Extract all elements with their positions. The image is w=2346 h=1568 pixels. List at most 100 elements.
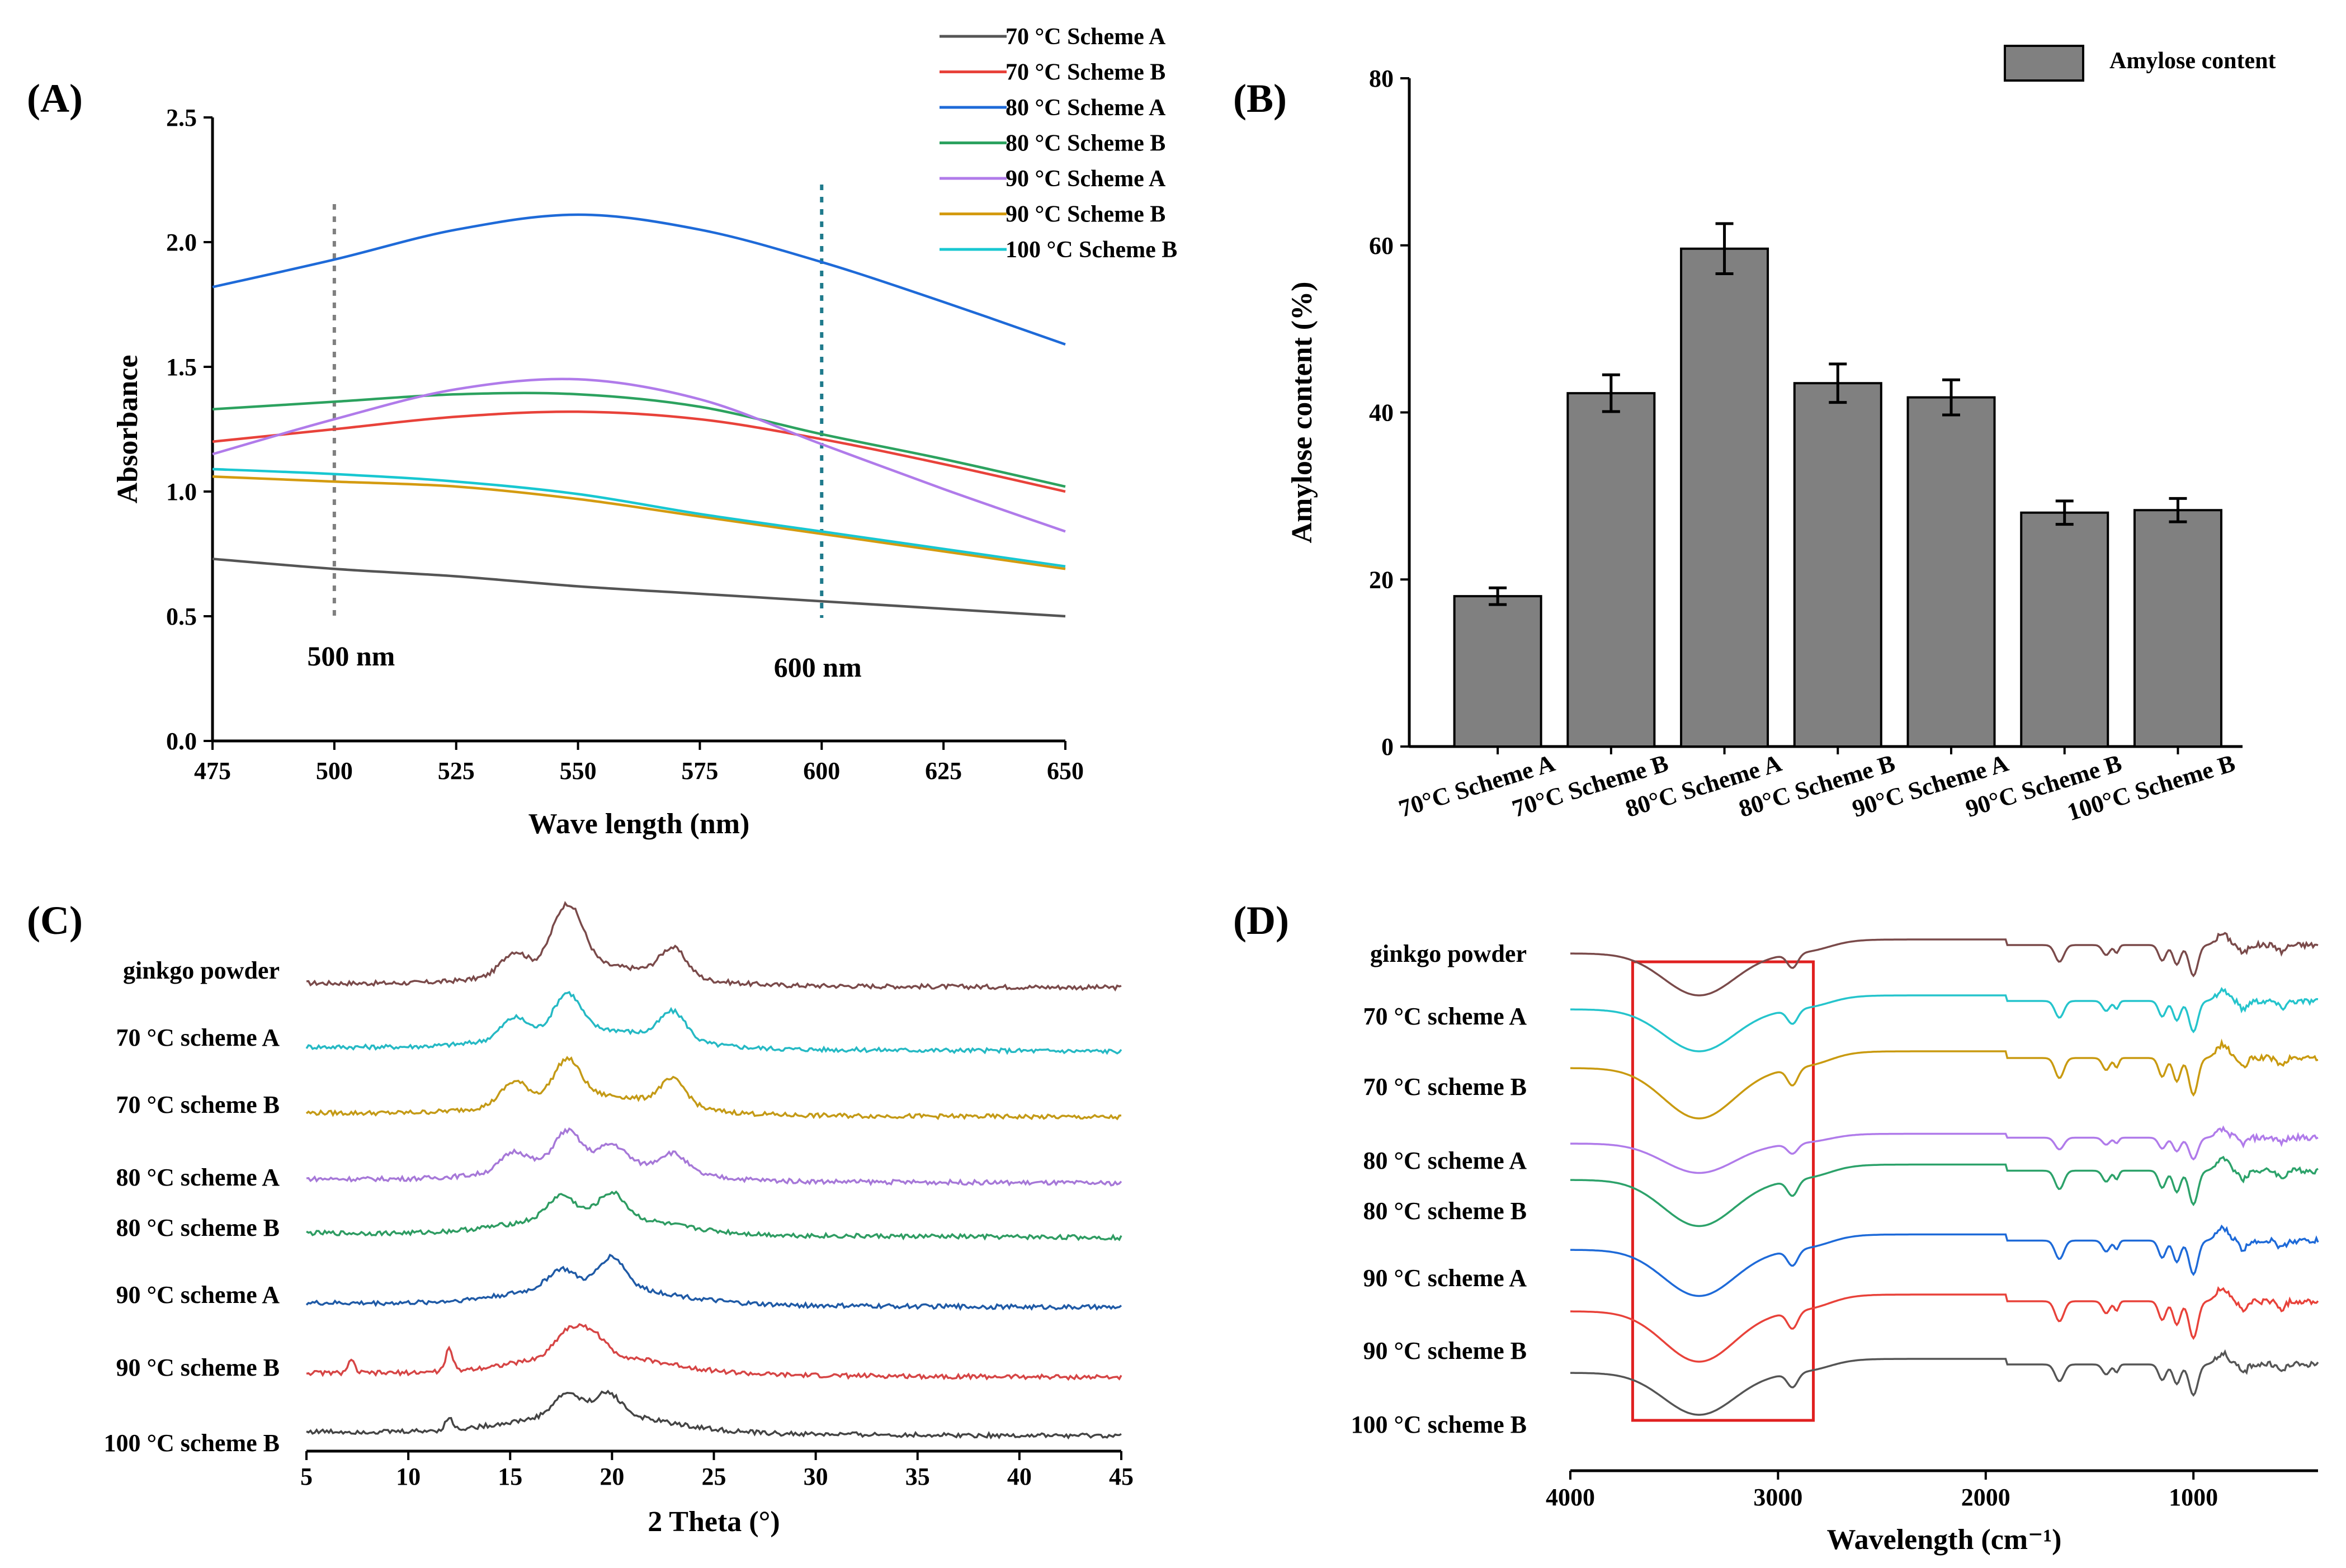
pattern-label: 70 °C scheme B	[116, 1091, 280, 1118]
panel-a-absorbance-chart: 475 500 525 550 575 600 625 650 0.0 0.5 1.0 1.5 2.0 2…	[112, 24, 1177, 840]
series-line-4	[212, 377, 1066, 533]
bar-5	[2020, 511, 2109, 748]
y-tick-label: 0.5	[166, 603, 197, 630]
bar-1	[1566, 392, 1656, 748]
spectrum-label: 90 °C scheme A	[1363, 1264, 1527, 1292]
spectrum-label: 70 °C scheme A	[1363, 1003, 1527, 1030]
legend-label: 80 °C Scheme A	[1006, 95, 1166, 121]
pattern-label: 90 °C scheme B	[116, 1354, 280, 1381]
y-tick-label: 1.0	[166, 478, 197, 506]
panel-label-d: (D)	[1233, 898, 1289, 943]
legend-label: Amylose content	[2109, 48, 2276, 74]
ftir-spectrum-6	[1570, 1286, 2319, 1363]
bar-4	[1906, 396, 1996, 748]
legend-label: 70 °C Scheme A	[1006, 24, 1166, 50]
xrd-pattern-6	[306, 1323, 1122, 1381]
xrd-pattern-7	[306, 1389, 1122, 1440]
xrd-pattern-5	[305, 1253, 1122, 1311]
x-tick-label: 10	[396, 1463, 421, 1490]
y-tick-label: 0	[1381, 733, 1394, 761]
legend-label: 90 °C Scheme B	[1006, 202, 1165, 228]
ftir-spectrum-1	[1570, 986, 2319, 1052]
x-axis-title: 2 Theta (°)	[648, 1506, 780, 1538]
x-tick-label: 475	[194, 757, 231, 785]
ftir-spectrum-7	[1570, 1349, 2319, 1416]
ftir-spectrum-5	[1570, 1224, 2319, 1297]
x-tick-label: 5	[300, 1463, 313, 1490]
x-tick-label: 650	[1047, 757, 1084, 785]
series-line-2	[212, 213, 1066, 346]
y-axis-title: Absorbance	[112, 355, 144, 504]
ftir-spectrum-0	[1570, 932, 2319, 996]
highlight-box	[1631, 960, 1815, 1422]
panel-label-a: (A)	[27, 76, 83, 121]
pattern-label: ginkgo powder	[123, 957, 280, 984]
spectrum-label: 70 °C scheme B	[1363, 1073, 1527, 1101]
pattern-label: 100 °C scheme B	[103, 1429, 280, 1457]
y-tick-label: 40	[1369, 399, 1394, 427]
y-axis-title: Amylose content (%)	[1286, 282, 1318, 544]
x-tick-label: 575	[681, 757, 718, 785]
x-tick-label: 500	[316, 757, 353, 785]
series-line-6	[212, 467, 1066, 568]
spectrum-label: 100 °C scheme B	[1351, 1411, 1527, 1438]
x-tick-label: 45	[1109, 1463, 1134, 1490]
y-tick-label: 60	[1369, 232, 1394, 259]
x-tick-label: 1000	[2169, 1484, 2218, 1511]
xrd-pattern-2	[305, 1056, 1122, 1121]
legend-label: 80 °C Scheme B	[1006, 131, 1165, 157]
y-tick-label: 2.0	[166, 229, 197, 256]
x-tick-label: 3000	[1753, 1484, 1802, 1511]
series-line-0	[212, 558, 1066, 618]
series-line-3	[212, 391, 1066, 488]
ftir-spectrum-2	[1570, 1038, 2319, 1120]
xrd-pattern-1	[305, 991, 1122, 1055]
legend-label: 70 °C Scheme B	[1006, 60, 1165, 86]
ftir-spectrum-3	[1570, 1125, 2319, 1174]
x-axis-title: Wave length (nm)	[528, 808, 750, 840]
panel-d-ftir-chart: 4000 3000 2000 1000 Wavelength (cm⁻¹) ginkgo …	[1351, 932, 2319, 1556]
x-tick-label: 30	[804, 1463, 828, 1490]
x-tick-label: 625	[925, 757, 962, 785]
xrd-pattern-4	[306, 1190, 1122, 1241]
panel-c-xrd-chart: 5 10 15 20 25 30 35 40 45 2 Theta (°) ginkgo powde…	[103, 901, 1134, 1538]
legend-swatch	[2004, 45, 2084, 82]
pattern-label: 70 °C scheme A	[116, 1024, 280, 1051]
bar-6	[2133, 509, 2222, 748]
x-tick-label: 525	[438, 757, 475, 785]
y-tick-label: 20	[1369, 566, 1394, 593]
ftir-spectrum-4	[1570, 1155, 2319, 1227]
y-tick-label: 2.5	[166, 104, 197, 131]
x-tick-label: 2000	[1961, 1484, 2010, 1511]
y-tick-label: 0.0	[166, 728, 197, 755]
annotation-500nm: 500 nm	[307, 640, 395, 672]
x-tick-label: 15	[498, 1463, 522, 1490]
bar-2	[1680, 247, 1769, 748]
x-tick-label: 40	[1007, 1463, 1032, 1490]
legend-label: 100 °C Scheme B	[1006, 237, 1177, 263]
spectrum-label: 80 °C scheme B	[1363, 1197, 1527, 1225]
pattern-label: 80 °C scheme B	[116, 1214, 280, 1241]
panel-label-b: (B)	[1233, 76, 1287, 121]
spectrum-label: ginkgo powder	[1370, 940, 1527, 967]
x-tick-label: 20	[600, 1463, 624, 1490]
y-tick-label: 1.5	[166, 353, 197, 381]
spectrum-label: 90 °C scheme B	[1363, 1337, 1527, 1364]
x-tick-label: 25	[702, 1463, 726, 1490]
series-line-5	[212, 475, 1066, 570]
legend-label: 90 °C Scheme A	[1006, 166, 1166, 192]
pattern-label: 80 °C scheme A	[116, 1164, 280, 1191]
pattern-label: 90 °C scheme A	[116, 1281, 280, 1309]
spectrum-label: 80 °C scheme A	[1363, 1147, 1527, 1174]
series-line-1	[212, 410, 1066, 493]
panel-label-c: (C)	[27, 898, 83, 943]
x-tick-label: 4000	[1546, 1484, 1595, 1511]
annotation-600nm: 600 nm	[774, 651, 862, 683]
y-tick-label: 80	[1369, 65, 1394, 92]
x-tick-label: 35	[905, 1463, 930, 1490]
x-tick-label: 550	[560, 757, 597, 785]
bar-3	[1793, 382, 1882, 748]
bar-0	[1453, 595, 1542, 748]
